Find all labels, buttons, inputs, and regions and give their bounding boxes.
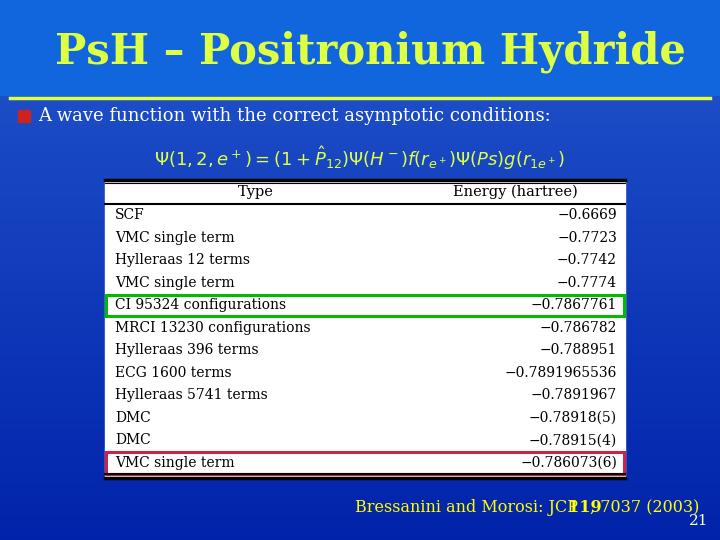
Text: PsH – Positronium Hydride: PsH – Positronium Hydride (55, 31, 685, 73)
Text: 119: 119 (568, 500, 602, 516)
Bar (105, 180, 625, 478)
Text: −0.788951: −0.788951 (539, 343, 617, 357)
Text: SCF: SCF (115, 208, 145, 222)
Text: $\Psi(1,2,e^+) = (1+\hat{P}_{12})\Psi(H^-)f(r_{e^+})\Psi(Ps)g(r_{1e^+})$: $\Psi(1,2,e^+) = (1+\hat{P}_{12})\Psi(H^… (154, 144, 566, 172)
Text: VMC single term: VMC single term (115, 456, 235, 470)
Text: VMC single term: VMC single term (115, 231, 235, 245)
Text: 21: 21 (688, 514, 708, 528)
Text: VMC single term: VMC single term (115, 276, 235, 290)
Text: Hylleraas 12 terms: Hylleraas 12 terms (115, 253, 250, 267)
Text: −0.7774: −0.7774 (557, 276, 617, 290)
Text: MRCI 13230 configurations: MRCI 13230 configurations (115, 321, 310, 335)
Text: Type: Type (238, 185, 274, 199)
Text: CI 95324 configurations: CI 95324 configurations (115, 298, 286, 312)
Text: −0.7742: −0.7742 (557, 253, 617, 267)
Text: −0.786073(6): −0.786073(6) (520, 456, 617, 470)
Text: −0.7723: −0.7723 (557, 231, 617, 245)
Text: , 7037 (2003): , 7037 (2003) (590, 500, 699, 516)
Text: ECG 1600 terms: ECG 1600 terms (115, 366, 232, 380)
Text: Energy (hartree): Energy (hartree) (454, 185, 578, 199)
Text: Bressanini and Morosi: JCP: Bressanini and Morosi: JCP (355, 500, 583, 516)
Text: −0.78915(4): −0.78915(4) (528, 433, 617, 447)
Text: Hylleraas 5741 terms: Hylleraas 5741 terms (115, 388, 268, 402)
Text: −0.6669: −0.6669 (557, 208, 617, 222)
Bar (106, 294, 624, 316)
Text: Hylleraas 396 terms: Hylleraas 396 terms (115, 343, 258, 357)
Text: −0.7867761: −0.7867761 (531, 298, 617, 312)
Text: DMC: DMC (115, 411, 150, 425)
Bar (0, 0, 720, 95)
Text: −0.7891967: −0.7891967 (531, 388, 617, 402)
Text: −0.786782: −0.786782 (539, 321, 617, 335)
Text: DMC: DMC (115, 433, 150, 447)
Bar (18, 110, 30, 122)
Text: −0.78918(5): −0.78918(5) (529, 411, 617, 425)
Bar (106, 452, 624, 474)
Text: −0.7891965536: −0.7891965536 (505, 366, 617, 380)
Text: A wave function with the correct asymptotic conditions:: A wave function with the correct asympto… (38, 107, 551, 125)
